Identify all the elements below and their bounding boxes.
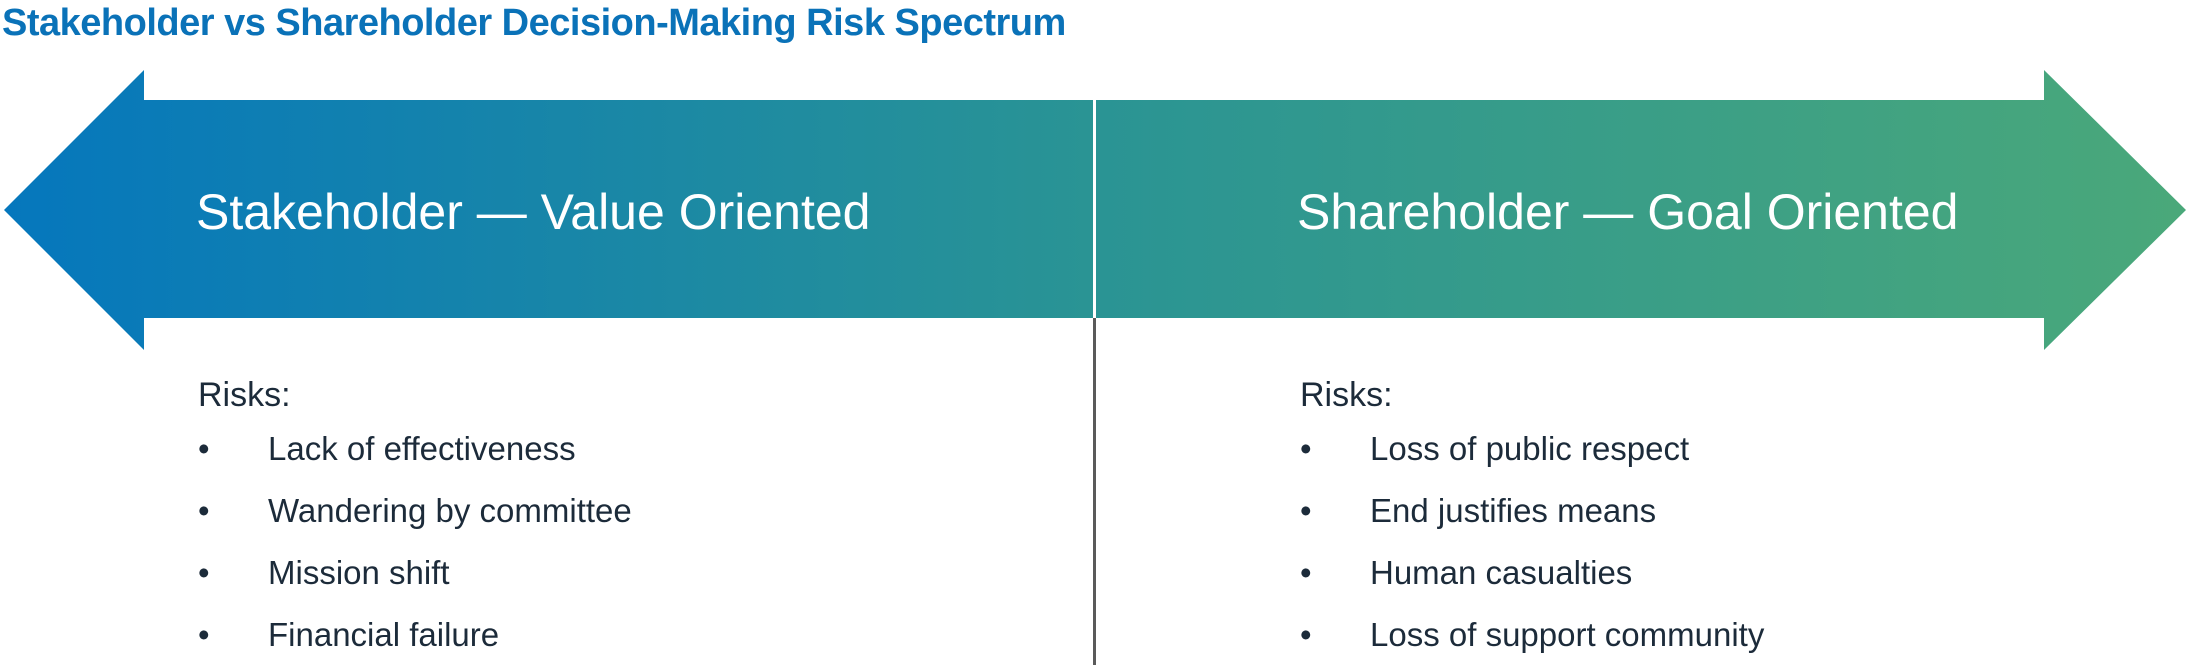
- shareholder-heading: Shareholder — Goal Oriented: [1297, 184, 1959, 240]
- risk-item: • Loss of public respect: [1300, 430, 1690, 467]
- risk-item: • Lack of effectiveness: [198, 430, 576, 467]
- center-divider: [1093, 318, 1096, 665]
- stakeholder-risks: Risks: • Lack of effectiveness • Wandering…: [198, 372, 632, 666]
- risk-item: • End justifies means: [1300, 492, 1657, 529]
- arrow-divider: [1093, 100, 1096, 318]
- risks-label: Risks:: [198, 376, 291, 414]
- risks-label: Risks:: [1300, 376, 1393, 414]
- page-title: Stakeholder vs Shareholder Decision-Maki…: [2, 2, 1066, 44]
- double-arrow: [4, 70, 2186, 350]
- shareholder-risks: Risks: • Loss of public respect • End just…: [1300, 372, 1764, 666]
- risk-item: • Mission shift: [198, 554, 450, 591]
- risk-item: • Loss of support community: [1300, 616, 1765, 653]
- risk-item: • Wandering by committee: [198, 492, 632, 529]
- stakeholder-heading: Stakeholder — Value Oriented: [196, 184, 871, 240]
- risk-item: • Human casualties: [1300, 554, 1633, 591]
- risk-item: • Financial failure: [198, 616, 500, 653]
